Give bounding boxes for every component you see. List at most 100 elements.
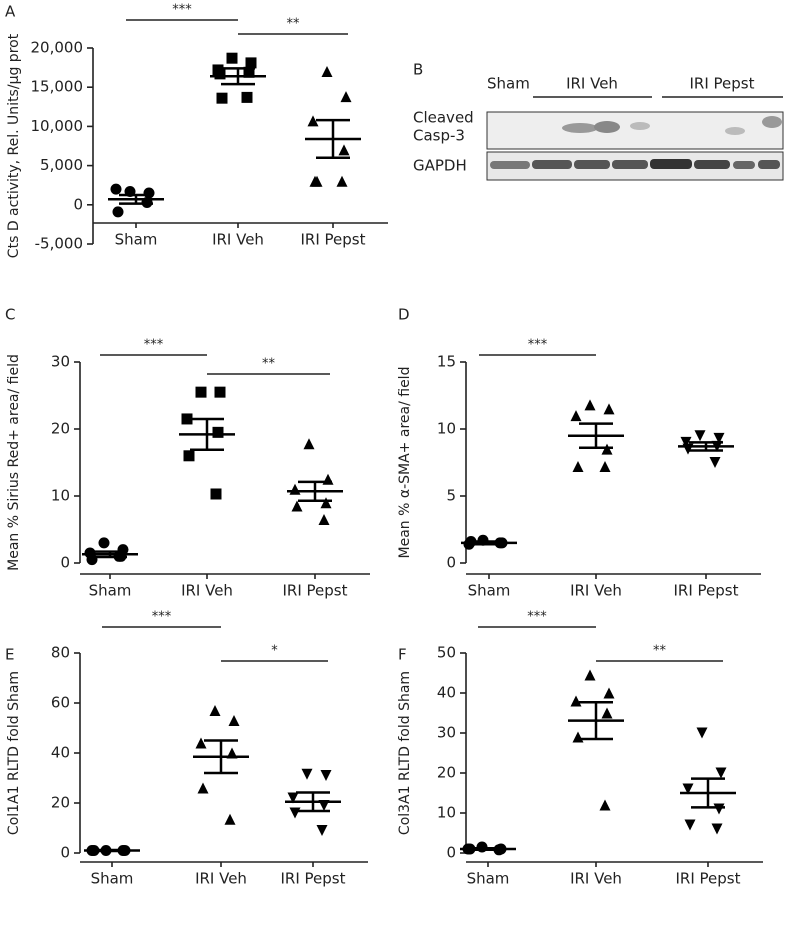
row-label: GAPDH: [413, 157, 467, 175]
error-bar: [95, 848, 129, 853]
point: [289, 807, 301, 819]
y-tick-label: 80: [51, 644, 70, 662]
error-bar: [221, 67, 255, 86]
point: [143, 187, 155, 199]
point: [212, 426, 224, 438]
point: [214, 68, 226, 80]
point: [318, 513, 330, 525]
point: [311, 175, 323, 187]
point: [210, 488, 222, 500]
x-tick-label: IRI Pepst: [283, 582, 348, 600]
y-tick-label: 20: [51, 420, 70, 438]
point: [680, 436, 692, 448]
y-tick-label: 40: [437, 684, 456, 702]
row-label: Casp-3: [413, 127, 465, 145]
point: [226, 52, 238, 64]
y-tick-label: 5: [446, 487, 456, 505]
panel-letter: C: [5, 306, 15, 324]
x-tick-label: IRI Veh: [181, 582, 233, 600]
point: [241, 91, 253, 103]
x-tick-label: IRI Veh: [570, 582, 622, 600]
error-bar: [190, 417, 224, 452]
panel-letter: A: [5, 3, 16, 21]
point: [340, 91, 352, 103]
significance-label: ***: [527, 610, 547, 625]
x-tick-label: IRI Veh: [570, 870, 622, 888]
point: [684, 819, 696, 831]
y-tick-label: -5,000: [35, 235, 83, 253]
error-bar: [93, 550, 127, 559]
point: [228, 715, 240, 726]
point: [570, 410, 582, 422]
y-tick-label: 5,000: [40, 156, 83, 174]
y-tick-label: 60: [51, 694, 70, 712]
x-tick-label: IRI Veh: [212, 231, 264, 249]
point: [216, 92, 228, 104]
x-tick-label: IRI Pepst: [676, 870, 741, 888]
y-tick-label: 0: [73, 195, 83, 213]
significance-label: **: [287, 17, 301, 32]
point: [711, 823, 723, 835]
point: [183, 450, 195, 462]
error-bar: [296, 791, 330, 813]
x-tick-label: IRI Pepst: [281, 870, 346, 888]
y-tick-label: 20,000: [31, 39, 84, 57]
point: [289, 483, 301, 495]
point: [181, 413, 193, 425]
point: [197, 782, 209, 794]
x-tick-label: Sham: [89, 582, 132, 600]
error-bar: [204, 739, 238, 775]
lane-label: IRI Veh: [566, 75, 618, 93]
y-axis-label: Mean % α-SMA+ area/ field: [397, 367, 413, 559]
point: [338, 144, 350, 156]
point: [98, 537, 110, 549]
point: [303, 438, 315, 450]
y-tick-label: 0: [60, 844, 70, 862]
error-bar: [691, 777, 725, 809]
lane-label: IRI Pepst: [690, 75, 755, 93]
error-bar: [298, 480, 332, 502]
point: [321, 66, 333, 78]
point: [570, 695, 582, 707]
point: [682, 783, 694, 795]
point: [601, 707, 613, 719]
x-tick-label: Sham: [91, 870, 134, 888]
y-tick-label: 30: [437, 724, 456, 742]
point: [316, 825, 328, 836]
y-tick-label: 0: [60, 554, 70, 572]
x-tick-label: IRI Veh: [195, 870, 247, 888]
point: [584, 399, 596, 411]
error-bar: [579, 700, 613, 741]
row-label: Cleaved: [413, 109, 474, 127]
point: [715, 767, 727, 779]
y-tick-label: 10: [51, 487, 70, 505]
point: [214, 386, 226, 398]
point: [696, 727, 708, 739]
point: [110, 183, 122, 195]
y-tick-label: 15: [437, 353, 456, 371]
y-tick-label: 0: [446, 554, 456, 572]
point: [112, 206, 124, 218]
point: [307, 115, 319, 127]
x-tick-label: IRI Pepst: [674, 582, 739, 600]
significance-label: ***: [144, 338, 164, 353]
point: [572, 731, 584, 743]
x-tick-label: IRI Pepst: [301, 231, 366, 249]
y-axis-label: Mean % Sirius Red+ area/ field: [6, 354, 22, 571]
y-axis-label: Col1A1 RLTD fold Sham: [6, 671, 22, 835]
y-tick-label: 10: [437, 420, 456, 438]
point: [603, 687, 615, 699]
y-tick-label: 40: [51, 744, 70, 762]
y-tick-label: 30: [51, 353, 70, 371]
significance-label: ***: [152, 610, 172, 625]
y-tick-label: 15,000: [31, 78, 84, 96]
significance-label: **: [262, 357, 276, 372]
lane-label: Sham: [487, 75, 530, 93]
significance-label: *: [271, 644, 278, 659]
y-axis-label: Cts D activity, Rel. Units/µg prot: [6, 33, 22, 258]
significance-label: ***: [528, 338, 548, 353]
point: [291, 500, 303, 512]
error-bar: [316, 118, 350, 160]
x-tick-label: Sham: [115, 231, 158, 249]
